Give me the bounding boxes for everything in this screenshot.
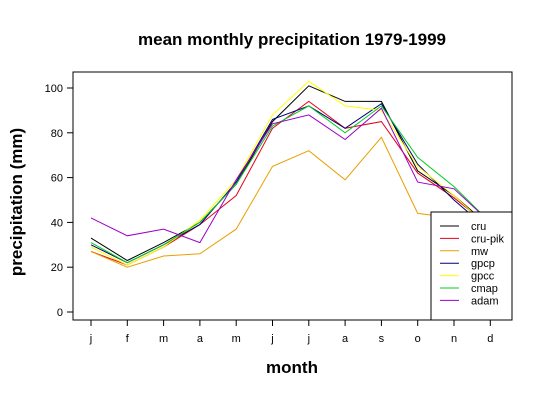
legend-label: cmap [471,283,498,295]
axes: j f m a m j j a s o n d 0 20 40 60 80 100 [45,71,513,345]
series-line-gpcp [90,102,491,264]
x-tick-label: d [487,333,493,345]
x-tick-label: f [126,333,130,345]
x-tick-label: a [342,333,349,345]
x-axis-label: month [266,358,318,377]
legend-label: adam [471,295,499,307]
x-tick-label: o [415,333,421,345]
x-tick-label: n [451,333,457,345]
series-line-cru [90,85,491,262]
y-axis-label: precipitation (mm) [7,128,26,276]
legend-box [430,211,513,321]
legend-label: cru-pik [471,233,505,245]
series-line-cru-pik [90,100,491,266]
x-tick-label: m [159,333,168,345]
y-tick-label: 20 [51,262,63,274]
legend-label: cru [471,221,486,233]
series-line-adam [90,107,491,244]
y-tick-label: 40 [51,217,63,229]
y-tick-label: 80 [51,128,63,140]
x-tick-label: j [270,333,273,345]
x-tick-label: s [379,333,385,345]
legend-label: gpcp [471,258,495,270]
y-tick-label: 0 [57,307,63,319]
plot-frame [72,71,513,321]
chart-title: mean monthly precipitation 1979-1999 [138,30,446,49]
series-lines [90,80,491,268]
x-tick-label: a [197,333,204,345]
y-tick-label: 100 [45,83,63,95]
x-tick-label: j [307,333,310,345]
x-tick-label: j [89,333,92,345]
series-line-mw [90,136,491,268]
legend-label: mw [471,246,488,258]
series-line-gpcc [90,80,491,266]
x-tick-label: m [232,333,241,345]
y-tick-label: 60 [51,173,63,185]
series-line-cmap [90,105,491,264]
legend-label: gpcc [471,271,495,283]
